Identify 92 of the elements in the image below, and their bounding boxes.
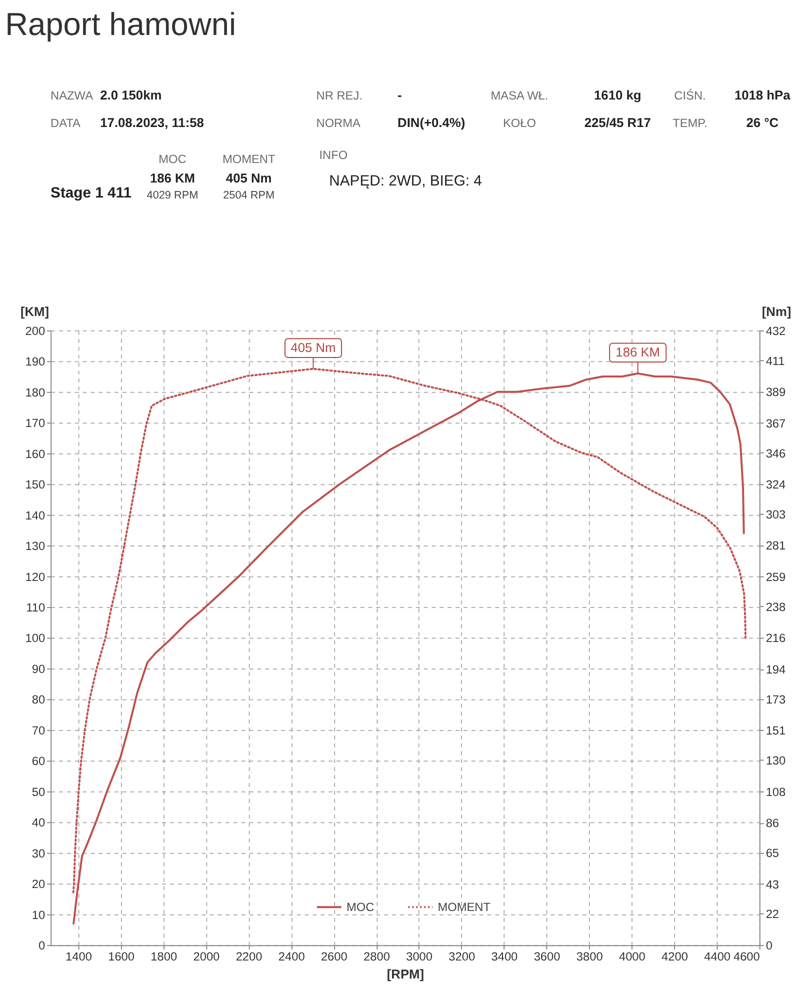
text: DATA [50,116,81,130]
y-tick-label: 70 [32,723,46,738]
x-tick-label: 4400 [704,949,731,964]
y2-tick-label: 86 [766,816,780,830]
x-tick-label: 2800 [364,949,390,964]
text: 26 °C [746,115,779,130]
x-axis-title: [RPM] [386,966,424,982]
text: NAZWA [50,88,94,102]
y2-tick-label: 432 [766,324,786,338]
x-tick-label: 3000 [406,949,433,964]
y2-tick-label: 367 [766,416,786,430]
text: DIN(+0.4%) [398,115,466,130]
y-tick-label: 30 [32,846,46,860]
text: Stage 1 411 [50,186,132,202]
text: 225/45 R17 [584,115,651,130]
x-tick-label: 2200 [236,949,263,964]
text: INFO [319,148,348,162]
text: 405 Nm [226,170,272,186]
y2-tick-label: 346 [766,446,786,460]
x-tick-label: 4600 [733,949,760,964]
y2-axis-title: [Nm] [762,304,792,320]
x-tick-label: 3200 [448,949,476,964]
y-tick-label: 150 [25,478,46,492]
x-tick-label: 4000 [618,949,646,964]
x-tick-label: 2000 [193,949,220,964]
y2-tick-label: 281 [766,538,786,553]
y-tick-label: 170 [25,416,46,430]
y2-tick-label: 238 [766,600,786,614]
y2-tick-label: 108 [766,784,786,799]
y-tick-label: 0 [38,938,46,953]
text: MASA WŁ. [490,88,548,102]
y-tick-label: 160 [25,446,46,461]
x-tick-label: 2600 [320,949,348,964]
annotation: 405 Nm [290,340,336,355]
text: MOMENT [222,152,276,166]
y-tick-label: 100 [25,631,46,646]
legend-label: MOC [346,900,375,914]
text: 2504 RPM [223,190,275,202]
y2-tick-label: 303 [766,507,786,522]
y2-tick-label: 22 [766,907,780,922]
text: CIŚN. [674,88,706,102]
y2-tick-label: 411 [766,354,786,368]
x-tick-label: 2400 [278,949,306,964]
x-tick-label: 3600 [534,949,561,964]
text: - [398,87,402,102]
y-tick-label: 20 [32,877,46,892]
y2-tick-label: 259 [766,570,786,584]
y-tick-label: 80 [32,692,46,707]
text: KOŁO [502,116,536,130]
y2-tick-label: 0 [766,938,773,953]
y2-tick-label: 130 [766,754,786,768]
y2-tick-label: 151 [766,724,786,738]
y-tick-label: 40 [32,816,46,830]
y2-tick-label: 216 [766,631,786,646]
chart-title: Raport hamowni [5,6,236,42]
text: NAPĘD: 2WD, BIEG: 4 [329,174,482,190]
text: MOC [158,152,187,166]
y-axis-title: [KM] [20,304,50,320]
y-tick-label: 60 [32,754,46,768]
text: NR REJ. [316,88,362,102]
x-tick-label: 3800 [576,949,604,964]
text: 4029 RPM [146,190,198,202]
y2-tick-label: 194 [766,662,786,677]
text: 1018 hPa [734,87,792,102]
y-tick-label: 200 [25,324,46,338]
y-tick-label: 120 [25,570,46,584]
text: NORMA [316,116,361,130]
y-tick-label: 130 [25,539,46,554]
text: 1610 kg [594,87,642,102]
y-tick-label: 140 [25,508,46,522]
y2-tick-label: 173 [766,692,786,706]
y-tick-label: 50 [32,784,46,799]
y2-tick-label: 65 [766,846,780,860]
y2-tick-label: 324 [766,478,786,492]
x-tick-label: 1800 [150,949,178,964]
text: 17.08.2023, 11:58 [100,115,204,130]
text: 2.0 150km [100,87,162,102]
text: TEMP. [672,116,708,130]
y-tick-label: 10 [32,908,46,922]
x-tick-label: 1600 [108,949,135,964]
x-tick-label: 1400 [66,949,92,964]
y2-tick-label: 43 [766,877,780,892]
y-tick-label: 190 [25,354,46,369]
y-tick-label: 110 [26,600,46,614]
annotation: 186 KM [616,344,660,360]
y2-tick-label: 389 [766,385,786,400]
x-tick-label: 3400 [491,949,518,964]
legend-label: MOMENT [438,900,490,914]
y-tick-label: 90 [32,662,46,676]
text: 186 KM [150,170,196,186]
y-tick-label: 180 [25,385,46,400]
x-tick-label: 4200 [662,949,688,964]
